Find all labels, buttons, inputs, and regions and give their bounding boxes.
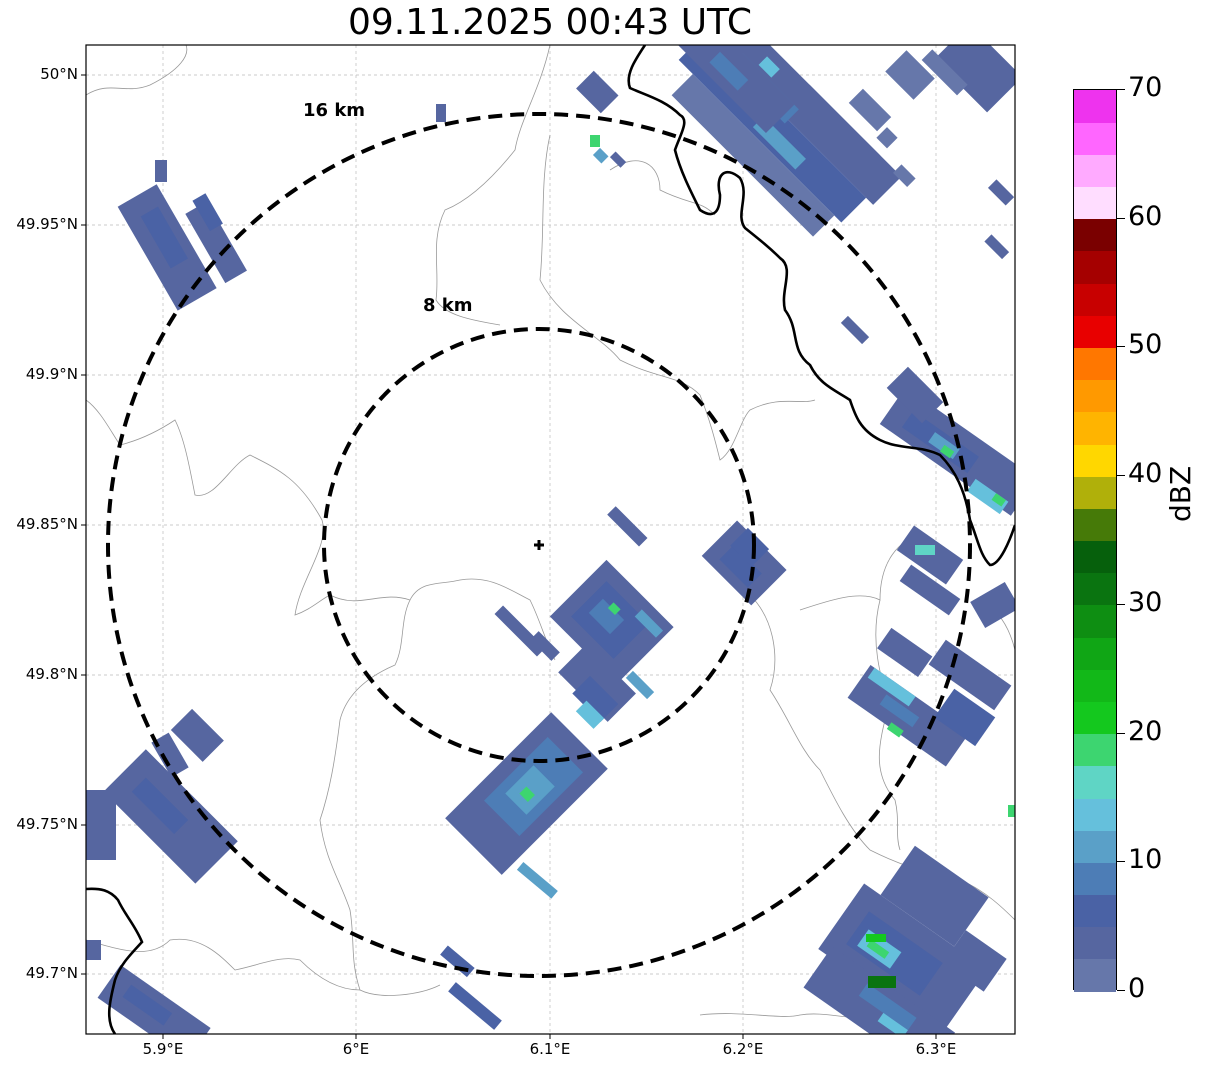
colorbar <box>1073 89 1117 992</box>
x-tick-label: 5.9°E <box>142 1040 184 1058</box>
x-tick-label: 6.2°E <box>722 1040 764 1058</box>
colorbar-segment <box>1074 572 1116 606</box>
colorbar-tick-label: 50 <box>1128 329 1163 361</box>
colorbar-segment <box>1074 540 1116 574</box>
colorbar-segment <box>1074 443 1116 477</box>
x-tick-label: 6.3°E <box>915 1040 957 1058</box>
colorbar-tick-label: 10 <box>1128 844 1163 876</box>
colorbar-tick <box>1117 603 1125 605</box>
y-tick-label: 49.9°N <box>25 365 78 383</box>
map-title: 09.11.2025 00:43 UTC <box>347 2 753 43</box>
colorbar-segment <box>1074 508 1116 542</box>
y-tick-label: 49.85°N <box>16 515 78 533</box>
tick-marks <box>81 74 937 1039</box>
national-border <box>86 45 1015 1034</box>
colorbar-segment <box>1074 830 1116 863</box>
y-tick-label: 49.7°N <box>25 964 78 982</box>
x-tick-label: 6.1°E <box>529 1040 571 1058</box>
ring-16km <box>106 112 972 978</box>
colorbar-tick-label: 70 <box>1128 72 1163 103</box>
colorbar-tick <box>1117 861 1125 863</box>
colorbar-tick <box>1117 990 1125 991</box>
colorbar-segment <box>1074 958 1116 992</box>
colorbar-segment <box>1074 604 1116 638</box>
colorbar-tick-label: 40 <box>1128 458 1163 490</box>
colorbar-segment <box>1074 669 1116 702</box>
colorbar-segment <box>1074 701 1116 735</box>
colorbar-segment <box>1074 186 1116 220</box>
colorbar-segment <box>1074 862 1116 896</box>
colorbar-segment <box>1074 637 1116 670</box>
colorbar-tick <box>1117 89 1125 90</box>
colorbar-segment <box>1074 90 1116 123</box>
colorbar-segment <box>1074 122 1116 155</box>
colorbar-segment <box>1074 315 1116 349</box>
colorbar-segment <box>1074 797 1116 831</box>
y-tick-label: 49.8°N <box>25 665 78 683</box>
colorbar-segment <box>1074 283 1116 316</box>
colorbar-tick <box>1117 346 1125 348</box>
colorbar-segment <box>1074 250 1116 284</box>
colorbar-segment <box>1074 476 1116 509</box>
radar-site-marker <box>534 540 544 550</box>
colorbar-segment <box>1074 733 1116 767</box>
colorbar-segment <box>1074 218 1116 252</box>
ring-label-8km: 8 km <box>423 295 473 316</box>
x-tick-label: 6°E <box>342 1040 370 1058</box>
ring-label-16km: 16 km <box>303 100 366 121</box>
range-rings <box>106 112 972 978</box>
colorbar-tick <box>1117 217 1125 219</box>
colorbar-tick-label: 0 <box>1128 973 1146 1004</box>
colorbar-segment <box>1074 765 1116 799</box>
colorbar-tick-label: 20 <box>1128 715 1163 747</box>
colorbar-tick <box>1117 475 1125 477</box>
colorbar-segment <box>1074 926 1116 960</box>
colorbar-segment <box>1074 894 1116 928</box>
ring-8km <box>322 327 756 763</box>
colorbar-segment <box>1074 347 1116 381</box>
colorbar-tick-label: 60 <box>1128 200 1163 232</box>
colorbar-unit-label: dBZ <box>1164 465 1197 522</box>
colorbar-segment <box>1074 379 1116 413</box>
y-tick-label: 50°N <box>40 65 78 83</box>
y-tick-label: 49.75°N <box>16 815 78 833</box>
radar-echoes <box>86 45 1015 1034</box>
y-tick-label: 49.95°N <box>16 215 78 233</box>
colorbar-segment <box>1074 411 1116 445</box>
colorbar-tick <box>1117 732 1125 734</box>
colorbar-tick-label: 30 <box>1128 586 1163 618</box>
municipal-boundaries <box>86 45 1015 1019</box>
colorbar-segment <box>1074 154 1116 188</box>
